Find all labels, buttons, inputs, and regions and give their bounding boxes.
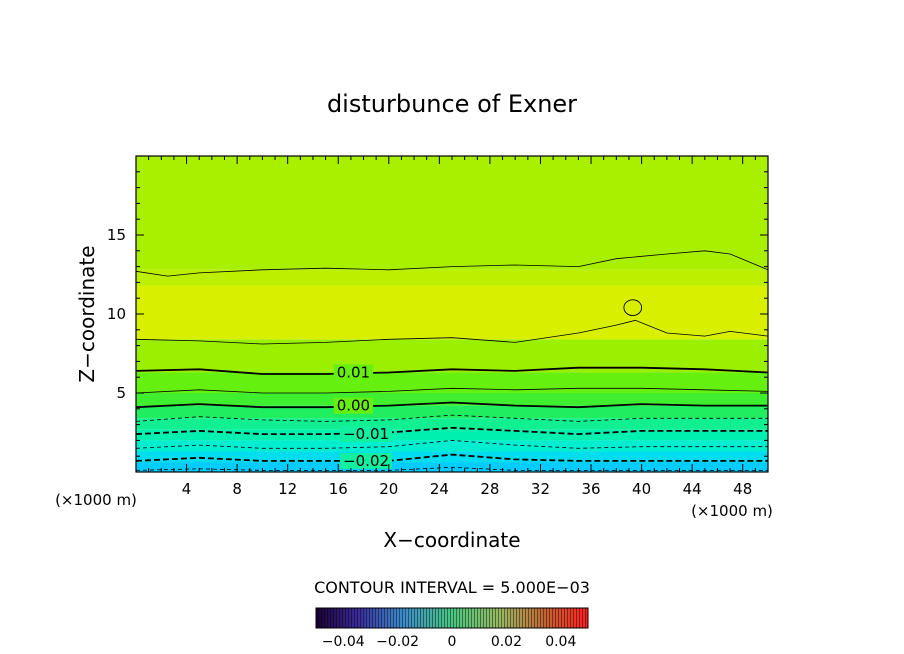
- contour-lines: [136, 250, 768, 471]
- fill-band-9: [136, 285, 768, 340]
- x-tick-label: 36: [581, 480, 600, 498]
- contour-label-2: −0.01: [343, 425, 389, 443]
- fill-band-4: [136, 418, 768, 430]
- contour-line-8: [136, 319, 768, 345]
- contour-label-bg-2: [340, 426, 393, 443]
- contour-line-9: [136, 250, 768, 277]
- fill-band-2: [136, 440, 768, 452]
- fill-band-8: [136, 339, 768, 373]
- fill-band-5: [136, 405, 768, 419]
- closed-contour-0: [623, 299, 643, 317]
- contour-line-2: [136, 439, 768, 449]
- colorbar-tick-label: 0: [448, 634, 457, 650]
- y-tick-label: 5: [116, 384, 126, 402]
- fill-band-10: [136, 269, 768, 286]
- fill-band-3: [136, 429, 768, 441]
- contour-line-0: [136, 466, 768, 471]
- y-tick-label: 15: [107, 226, 126, 244]
- x-tick-label: 40: [632, 480, 651, 498]
- y-axis-unit: (×1000 m): [55, 491, 137, 509]
- x-tick-label: 24: [430, 480, 449, 498]
- contour-line-5: [136, 401, 768, 409]
- contour-line-6: [136, 387, 768, 394]
- contour-label-0: 0.01: [337, 363, 370, 381]
- x-tick-label: 16: [329, 480, 348, 498]
- colorbar-tick-label: −0.02: [376, 634, 419, 650]
- colorbar-tick-labels: −0.04 −0.02 0 0.02 0.04: [322, 634, 577, 650]
- fill-band-7: [136, 372, 768, 393]
- colorbar-tick-label: 0.04: [545, 634, 576, 650]
- x-tick-label: 12: [278, 480, 297, 498]
- x-tick-label: 8: [232, 480, 242, 498]
- contour-labels: 0.01 0.00 −0.01 −0.02: [333, 363, 393, 470]
- colorbar-tick-label: 0.02: [491, 634, 522, 650]
- contour-fills: [136, 156, 768, 472]
- x-tick-label: 28: [480, 480, 499, 498]
- contour-label-bg-0: [333, 364, 374, 381]
- contour-label-bg-3: [340, 452, 393, 469]
- contour-label-3: −0.02: [343, 452, 389, 470]
- fill-band-11: [136, 156, 768, 270]
- x-axis-label: X−coordinate: [383, 528, 520, 552]
- colorbar-tick-label: −0.04: [322, 634, 365, 650]
- contour-line-7: [136, 366, 768, 375]
- contour-line-3: [136, 426, 768, 436]
- contour-interval-text: CONTOUR INTERVAL = 5.000E−03: [314, 578, 590, 597]
- x-tick-label: 20: [379, 480, 398, 498]
- y-axis-label: Z−coordinate: [75, 245, 99, 382]
- colorbar-stripes: [316, 608, 588, 628]
- contour-line-1: [136, 453, 768, 462]
- fill-band-1: [136, 451, 768, 463]
- contour-label-1: 0.00: [337, 397, 370, 415]
- x-axis-unit: (×1000 m): [691, 502, 773, 520]
- x-tick-label: 32: [531, 480, 550, 498]
- chart-title: disturbunce of Exner: [327, 90, 577, 118]
- contour-line-4: [136, 414, 768, 422]
- y-tick-label: 10: [107, 305, 126, 323]
- x-tick-label: 4: [182, 480, 192, 498]
- y-tick-labels: 5 10 15: [107, 226, 126, 402]
- x-tick-label: 48: [733, 480, 752, 498]
- x-tick-label: 44: [683, 480, 702, 498]
- x-tick-labels: 4 8 12 16 20 24 28 32 36 40 44 48: [182, 480, 752, 498]
- axis-ticks: [136, 156, 768, 472]
- contour-label-bg-1: [333, 397, 374, 414]
- fill-band-6: [136, 393, 768, 406]
